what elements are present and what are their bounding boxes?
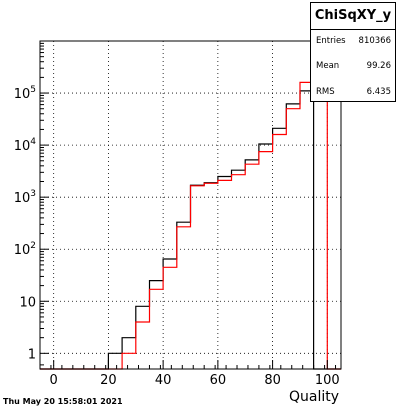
x-axis-label: Quality — [289, 389, 339, 405]
x-tick-label: 60 — [210, 373, 227, 388]
entries-value: 810366 — [358, 36, 391, 46]
entries-label: Entries — [316, 36, 346, 46]
x-tick-label: 20 — [100, 373, 117, 388]
y-tick-label: 10 — [19, 295, 36, 310]
mean-label: Mean — [316, 61, 340, 71]
series-layer — [40, 58, 341, 370]
stats-row-entries: Entries 810366 — [316, 34, 391, 48]
y-tick-label: 1 — [28, 347, 36, 362]
rms-label: RMS — [316, 87, 335, 97]
x-tick-label: 40 — [155, 373, 172, 388]
y-tick-label: 102 — [14, 241, 36, 258]
x-tick-label: 100 — [315, 373, 340, 388]
y-tick-label: 105 — [14, 85, 36, 102]
stats-title: ChiSqXY_y — [311, 3, 395, 30]
stats-row-rms: RMS 6.435 — [316, 85, 391, 99]
stats-box: ChiSqXY_y Entries 810366 Mean 99.26 RMS … — [310, 2, 396, 102]
y-tick-label: 103 — [14, 189, 36, 206]
histogram-series-2 — [40, 58, 341, 370]
x-tick-label: 80 — [264, 373, 281, 388]
y-tick-label: 104 — [14, 137, 37, 154]
x-tick-label: 0 — [50, 373, 58, 388]
timestamp: Thu May 20 15:58:01 2021 — [3, 397, 123, 406]
rms-value: 6.435 — [366, 87, 391, 97]
tick-labels: 0 20 40 60 80 100 1 10 102 103 104 105 — [14, 85, 340, 388]
mean-value: 99.26 — [366, 61, 391, 71]
tick-marks — [39, 42, 337, 369]
stats-row-mean: Mean 99.26 — [316, 59, 391, 73]
